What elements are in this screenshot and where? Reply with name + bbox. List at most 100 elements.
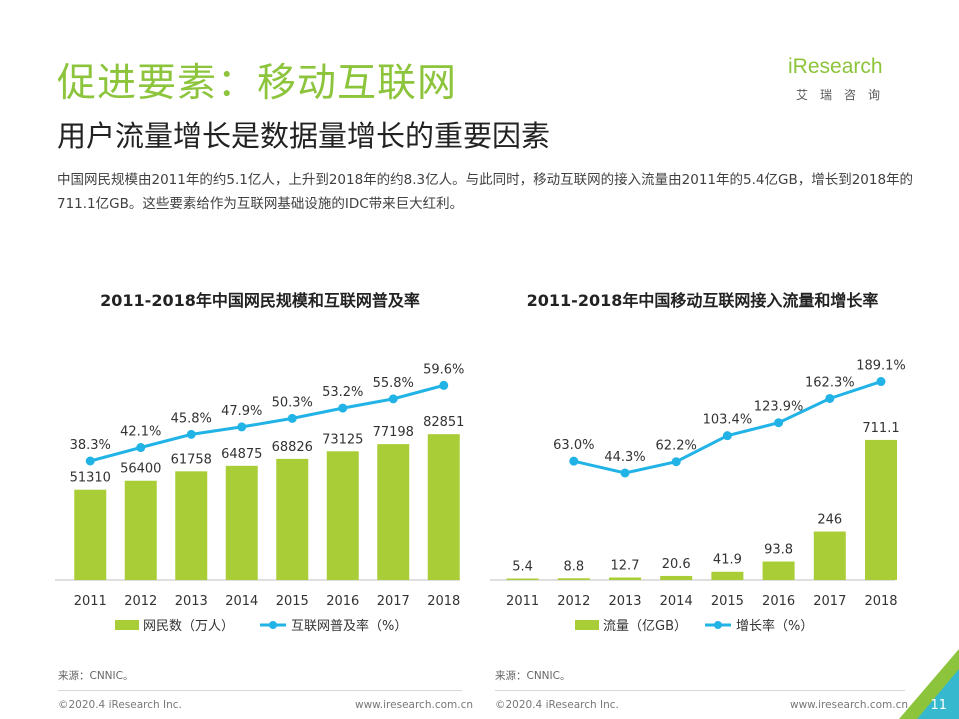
line-value-label: 50.3% <box>272 395 313 410</box>
netizen-chart: 51310 2011 56400 2012 61758 2013 64875 2014 6882… <box>55 362 464 634</box>
right-footer-copyright: ©2020.4 iResearch Inc. <box>495 699 619 711</box>
line-value-label: 47.9% <box>221 404 262 419</box>
line-point <box>388 394 398 404</box>
bar-value-label: 41.9 <box>713 553 742 568</box>
x-tick-label: 2017 <box>377 594 410 609</box>
x-tick-label: 2013 <box>608 594 641 609</box>
legend-line-marker <box>714 621 722 629</box>
legend-line-marker <box>269 621 277 629</box>
traffic-chart: 5.4 2011 8.8 2012 12.7 2013 20.6 2014 41.9 2015 93… <box>490 359 906 634</box>
corner-blue-triangle <box>917 669 959 719</box>
bar-value-label: 68826 <box>272 440 313 455</box>
x-tick-label: 2013 <box>175 594 208 609</box>
line-point <box>136 443 146 453</box>
left-source-note: 来源：CNNIC。 <box>58 670 134 682</box>
bar <box>609 577 641 580</box>
right-source-note: 来源：CNNIC。 <box>495 670 571 682</box>
corner-decoration <box>899 649 959 719</box>
line-point <box>287 413 297 423</box>
x-tick-label: 2012 <box>124 594 157 609</box>
line-value-label: 38.3% <box>70 438 111 453</box>
line-point <box>774 418 784 428</box>
bar-value-label: 64875 <box>221 447 262 462</box>
line-value-label: 123.9% <box>754 400 804 415</box>
line-point <box>620 468 630 478</box>
x-tick-label: 2014 <box>660 594 693 609</box>
bar <box>175 471 208 580</box>
bar-value-label: 20.6 <box>662 557 691 572</box>
bar <box>557 578 590 580</box>
bar <box>427 434 460 580</box>
left-footer-url: www.iresearch.com.cn <box>355 699 474 711</box>
bar-value-label: 8.8 <box>563 559 584 574</box>
logo-brand-text: iResearch <box>788 55 883 78</box>
line-point <box>825 393 835 403</box>
x-tick-label: 2018 <box>427 594 460 609</box>
line-point <box>876 377 886 387</box>
line-point <box>722 431 732 441</box>
x-tick-label: 2016 <box>326 594 359 609</box>
bar-value-label: 711.1 <box>862 421 899 436</box>
bar-value-label: 56400 <box>120 462 161 477</box>
bar <box>506 578 539 580</box>
x-tick-label: 2011 <box>506 594 539 609</box>
bar <box>660 575 693 580</box>
bar <box>762 561 795 580</box>
left-footer-copyright: ©2020.4 iResearch Inc. <box>58 699 182 711</box>
line-value-label: 162.3% <box>805 375 855 390</box>
line-point <box>569 456 579 466</box>
line-value-label: 44.3% <box>604 450 645 465</box>
bar <box>124 480 157 580</box>
line-value-label: 189.1% <box>856 359 906 374</box>
left-chart-title: 2011-2018年中国网民规模和互联网普及率 <box>100 291 420 310</box>
left-footer-divider <box>58 690 462 691</box>
line-value-label: 103.4% <box>703 413 753 428</box>
line-value-label: 63.0% <box>553 438 594 453</box>
legend-bar-label: 流量（亿GB） <box>603 619 687 634</box>
page-title: 促进要素：移动互联网 <box>57 61 458 106</box>
bar <box>326 451 359 580</box>
line-point <box>237 422 247 432</box>
bar <box>74 489 107 580</box>
line-value-label: 42.1% <box>120 425 161 440</box>
legend-line-label: 互联网普及率（%） <box>291 618 407 634</box>
bar <box>225 465 258 580</box>
x-tick-label: 2017 <box>813 594 846 609</box>
line-value-label: 45.8% <box>171 411 212 426</box>
bar-value-label: 93.8 <box>764 543 793 558</box>
line-value-label: 55.8% <box>373 376 414 391</box>
line-point <box>85 456 95 466</box>
x-tick-label: 2014 <box>225 594 258 609</box>
line-value-label: 53.2% <box>322 385 363 400</box>
right-footer-url: www.iresearch.com.cn <box>790 699 909 711</box>
bar-value-label: 77198 <box>373 425 414 440</box>
line-point <box>439 380 449 390</box>
bar <box>711 571 744 580</box>
x-tick-label: 2016 <box>762 594 795 609</box>
right-footer-divider <box>495 690 905 691</box>
line-value-label: 62.2% <box>656 439 697 454</box>
page-number: 11 <box>930 698 947 713</box>
x-tick-label: 2015 <box>711 594 744 609</box>
bar-value-label: 51310 <box>70 471 111 486</box>
logo-cn-text: 艾瑞咨询 <box>796 88 893 102</box>
iresearch-logo: iResearch 艾瑞咨询 <box>788 55 918 105</box>
bar-value-label: 246 <box>817 513 842 528</box>
x-tick-label: 2011 <box>74 594 107 609</box>
legend-bar-swatch <box>115 620 139 630</box>
x-tick-label: 2015 <box>276 594 309 609</box>
bar-value-label: 82851 <box>423 415 464 430</box>
line-value-label: 59.6% <box>423 362 464 377</box>
page-description: 中国网民规模由2011年的约5.1亿人，上升到2018年的约8.3亿人。与此同时… <box>57 172 914 212</box>
bar-value-label: 12.7 <box>611 558 640 573</box>
line-series <box>89 383 445 463</box>
line-point <box>338 403 348 413</box>
bar <box>865 439 897 580</box>
bar <box>276 458 309 580</box>
bar-value-label: 73125 <box>322 432 363 447</box>
page-subtitle: 用户流量增长是数据量增长的重要因素 <box>57 119 551 153</box>
x-tick-label: 2012 <box>557 594 590 609</box>
legend-bar-swatch <box>575 620 599 630</box>
bar-value-label: 5.4 <box>512 560 533 575</box>
line-point <box>671 457 681 467</box>
